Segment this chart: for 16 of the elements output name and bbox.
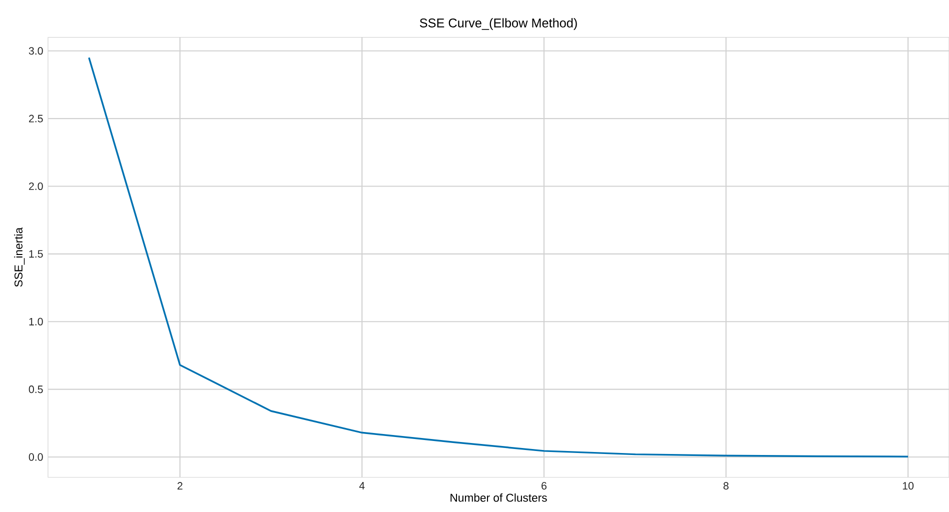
x-tick-label: 10 bbox=[902, 482, 914, 490]
y-tick-label: 2.0 bbox=[29, 182, 43, 190]
y-tick-label: 3.0 bbox=[28, 47, 43, 55]
x-axis-title: Number of Clusters bbox=[450, 493, 547, 502]
x-tick-label: 6 bbox=[542, 482, 546, 490]
y-tick-label: 2.5 bbox=[29, 114, 43, 122]
y-tick-label: 1.0 bbox=[29, 318, 43, 326]
x-tick-label: 4 bbox=[359, 482, 365, 490]
line-series bbox=[88, 56, 909, 458]
x-tick-label: 8 bbox=[724, 482, 729, 490]
x-tick-label: 2 bbox=[178, 482, 182, 490]
y-tick-label: 0.5 bbox=[28, 386, 43, 394]
y-tick-label: 0.0 bbox=[28, 453, 43, 461]
y-axis-title: SSE_inertia bbox=[14, 227, 25, 287]
y-tick-label: 1.5 bbox=[29, 250, 43, 258]
chart-title: SSE Curve_(Elbow Method) bbox=[420, 18, 577, 30]
